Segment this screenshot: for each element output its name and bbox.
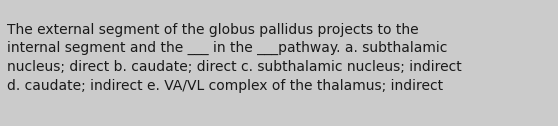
Text: The external segment of the globus pallidus projects to the
internal segment and: The external segment of the globus palli… [7,23,462,93]
